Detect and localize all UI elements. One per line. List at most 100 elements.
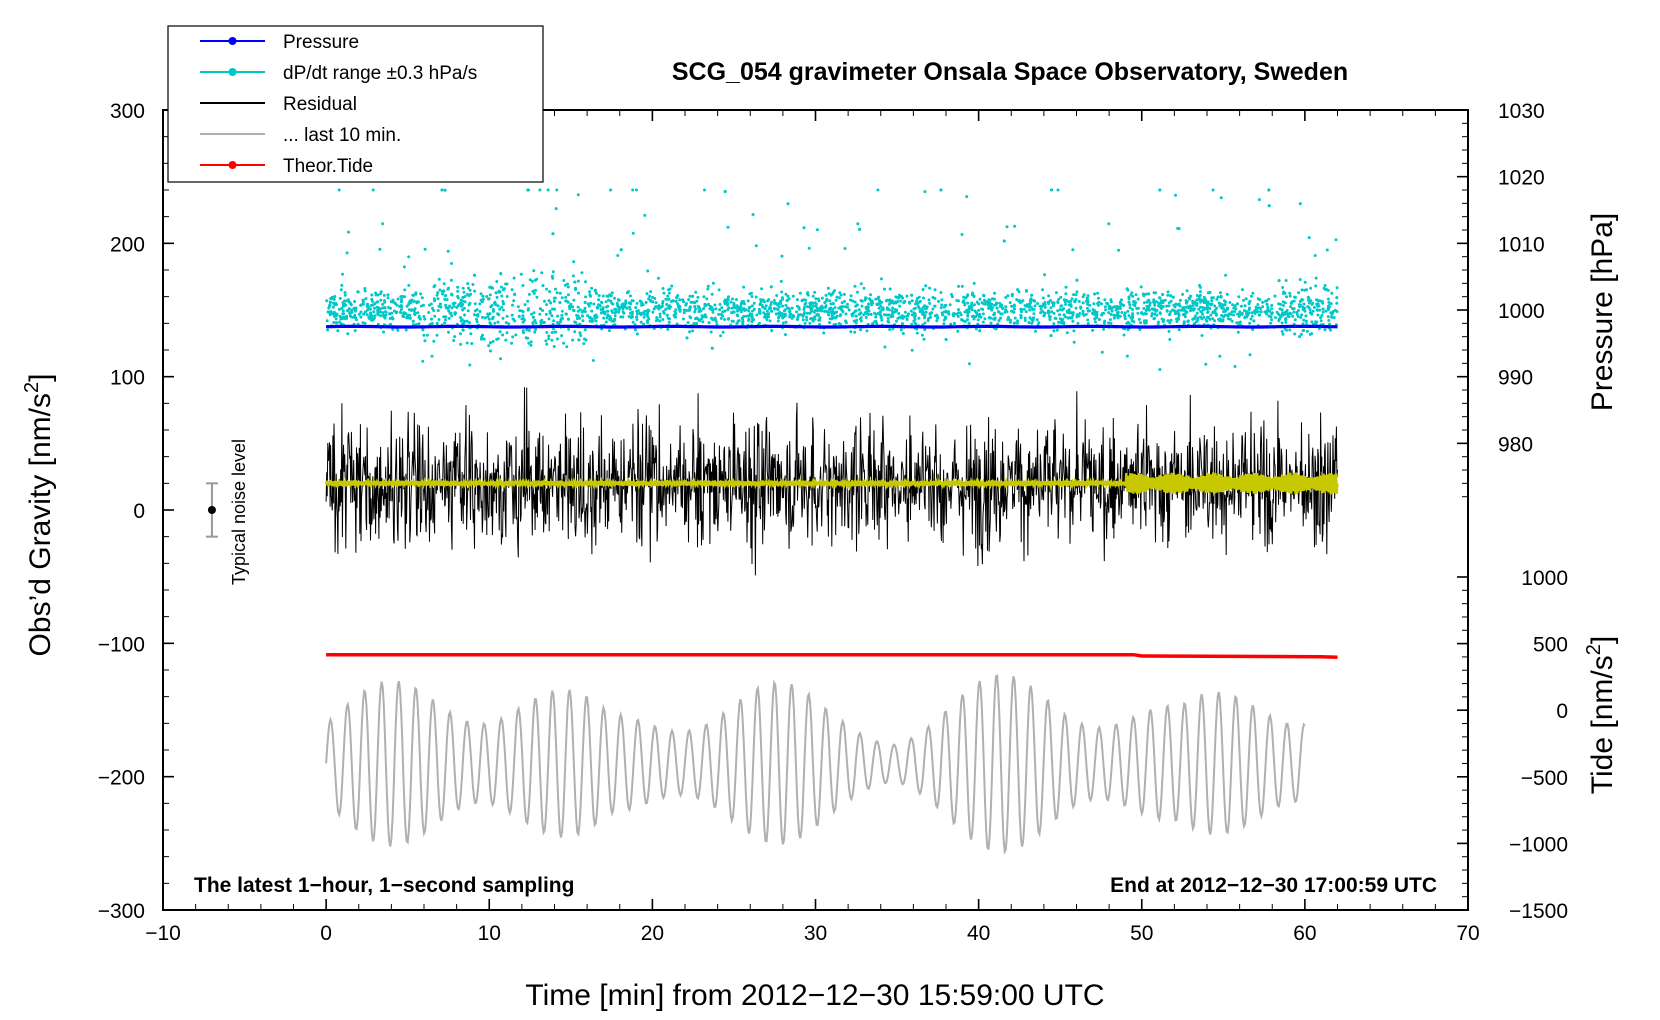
- dpdt-point: [558, 320, 562, 324]
- dpdt-point: [822, 331, 826, 335]
- dpdt-point: [735, 321, 739, 325]
- dpdt-point: [867, 302, 870, 306]
- dpdt-point: [1134, 293, 1138, 297]
- dpdt-point: [1015, 321, 1019, 325]
- dpdt-point: [1142, 294, 1146, 298]
- dpdt-point: [817, 299, 821, 303]
- legend-swatch-marker: [228, 161, 237, 169]
- dpdt-point: [634, 188, 638, 192]
- dpdt-point: [802, 226, 806, 230]
- dpdt-point: [956, 329, 960, 333]
- dpdt-point: [621, 307, 625, 311]
- dpdt-point: [443, 297, 447, 301]
- dpdt-point: [435, 333, 439, 337]
- dpdt-point: [696, 317, 700, 321]
- dpdt-point: [379, 314, 383, 318]
- dpdt-point: [1230, 319, 1234, 323]
- dpdt-point: [461, 299, 465, 303]
- dpdt-point: [1302, 329, 1306, 332]
- dpdt-point: [1194, 302, 1197, 306]
- dpdt-point: [647, 297, 651, 301]
- dpdt-point: [1041, 302, 1045, 306]
- dpdt-point: [1261, 300, 1265, 304]
- dpdt-point: [675, 296, 679, 300]
- dpdt-point: [1105, 301, 1109, 305]
- dpdt-point: [1186, 319, 1190, 323]
- dpdt-point: [931, 296, 935, 299]
- dpdt-point: [467, 286, 470, 290]
- dpdt-point: [742, 302, 746, 306]
- dpdt-point: [422, 315, 426, 318]
- dpdt-point: [858, 312, 861, 316]
- dpdt-point: [923, 190, 927, 194]
- dpdt-point: [617, 308, 621, 312]
- dpdt-point: [412, 293, 415, 297]
- dpdt-point: [984, 300, 988, 304]
- dpdt-point: [330, 297, 334, 301]
- dpdt-point: [1247, 311, 1251, 315]
- dpdt-point: [1091, 311, 1095, 315]
- dpdt-point: [1039, 307, 1043, 311]
- dpdt-point: [373, 306, 376, 310]
- dpdt-point: [546, 188, 550, 192]
- dpdt-point: [507, 322, 511, 326]
- dpdt-point: [466, 309, 470, 313]
- dpdt-point: [1127, 295, 1131, 299]
- dpdt-point: [404, 328, 408, 332]
- dpdt-point: [839, 293, 843, 297]
- dpdt-point: [910, 348, 914, 352]
- dpdt-point: [784, 303, 788, 307]
- dpdt-point: [1307, 236, 1311, 240]
- dpdt-point: [1205, 302, 1209, 306]
- dpdt-point: [553, 296, 557, 300]
- dpdt-point: [777, 316, 780, 320]
- dpdt-point: [1316, 313, 1320, 317]
- dpdt-point: [829, 293, 833, 297]
- dpdt-point: [1167, 304, 1171, 308]
- dpdt-point: [915, 331, 919, 335]
- dpdt-point: [475, 317, 478, 321]
- dpdt-point: [859, 316, 863, 320]
- dpdt-point: [855, 303, 859, 307]
- dpdt-point: [347, 230, 350, 234]
- dpdt-point: [730, 306, 734, 310]
- dpdt-point: [765, 309, 769, 313]
- dpdt-point: [890, 301, 894, 304]
- dpdt-point: [1294, 296, 1297, 299]
- dpdt-point: [643, 312, 647, 316]
- dpdt-point: [1314, 320, 1318, 324]
- dpdt-point: [1303, 288, 1307, 292]
- dpdt-point: [983, 302, 987, 306]
- dpdt-point: [400, 298, 403, 301]
- dpdt-point: [853, 284, 857, 288]
- dpdt-point: [878, 313, 882, 317]
- dpdt-point: [584, 338, 588, 342]
- dpdt-point: [551, 270, 555, 274]
- dpdt-point: [976, 313, 979, 317]
- dpdt-point: [940, 303, 944, 307]
- dpdt-point: [887, 302, 891, 306]
- dpdt-point: [719, 316, 723, 320]
- dpdt-point: [468, 363, 472, 367]
- dpdt-point: [341, 309, 345, 313]
- dpdt-point: [894, 301, 898, 305]
- dpdt-point: [939, 306, 943, 310]
- dpdt-point: [1213, 304, 1217, 308]
- dpdt-point: [796, 315, 800, 319]
- tide-tick-label: −1500: [1509, 900, 1568, 923]
- dpdt-point: [567, 327, 571, 331]
- dpdt-point: [835, 295, 839, 299]
- dpdt-point: [415, 300, 419, 304]
- dpdt-point: [844, 319, 847, 323]
- dpdt-point: [1012, 303, 1016, 307]
- dpdt-point: [1175, 317, 1178, 321]
- dpdt-point: [414, 291, 418, 295]
- dpdt-point: [795, 310, 798, 314]
- dpdt-point: [383, 306, 387, 310]
- dpdt-point: [769, 285, 773, 289]
- dpdt-point: [478, 302, 482, 306]
- dpdt-point: [678, 309, 682, 313]
- dpdt-point: [1055, 328, 1059, 332]
- series-last-10-min: [325, 673, 1306, 855]
- dpdt-point: [609, 294, 613, 298]
